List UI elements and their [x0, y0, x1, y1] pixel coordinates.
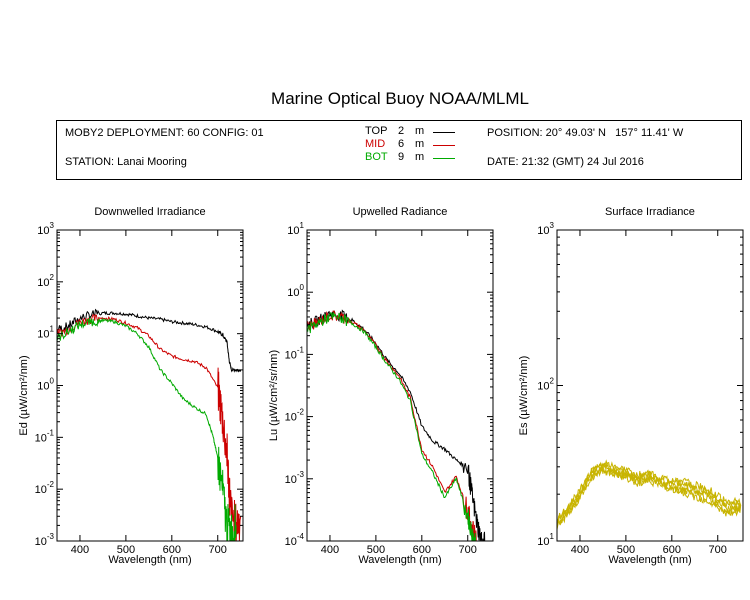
- y-tick-label: 10-2: [35, 480, 55, 496]
- y-tick-label: 10-1: [285, 345, 305, 361]
- series-line-mid: [57, 314, 242, 541]
- y-tick-label: 10-1: [35, 428, 55, 444]
- x-tick-label: 500: [117, 544, 135, 556]
- legend-top-depth: 2: [398, 125, 405, 137]
- x-axis-label: Wavelength (nm): [108, 554, 191, 566]
- chart-surface: Surface Irradiance 400 500 600 700 Wavelength…: [518, 206, 744, 566]
- x-tick-label: 400: [321, 544, 339, 556]
- series-line-bot: [307, 311, 477, 541]
- x-tick-label: 500: [367, 544, 385, 556]
- y-tick-label: 100: [287, 283, 304, 299]
- y-tick-label: 10-3: [285, 470, 305, 486]
- series-line-es-5: [557, 459, 742, 523]
- chart-upwelled: Upwelled Radiance 400 500 600 700 Wavelength …: [268, 206, 494, 566]
- y-tick-label: 101: [37, 325, 54, 341]
- series-line-top: [57, 308, 242, 373]
- y-axis-label: Ed (µW/cm²/nm): [18, 355, 30, 435]
- legend-bot-label: BOT: [365, 151, 388, 163]
- info-box: MOBY2 DEPLOYMENT: 60 CONFIG: 01 STATION:…: [56, 120, 742, 180]
- legend-top-line: [433, 132, 455, 133]
- y-tick-label: 102: [37, 273, 54, 289]
- chart-title: Surface Irradiance: [605, 206, 695, 218]
- series-line-mid: [307, 310, 477, 541]
- plot-frame: [56, 229, 244, 542]
- y-tick-label: 103: [37, 221, 54, 237]
- legend-bot-line: [433, 158, 455, 159]
- x-tick-label: 400: [571, 544, 589, 556]
- station-text: STATION: Lanai Mooring: [65, 156, 187, 168]
- legend-bot-depth: 9: [398, 151, 405, 163]
- y-tick-label: 10-2: [285, 408, 305, 424]
- legend-mid-line: [433, 145, 455, 146]
- x-tick-label: 600: [163, 544, 181, 556]
- x-tick-label: 600: [663, 544, 681, 556]
- y-tick-label: 101: [287, 221, 304, 237]
- position-text: POSITION: 20° 49.03' N 157° 11.41' W: [487, 127, 684, 139]
- series-group: [57, 308, 242, 541]
- date-text: DATE: 21:32 (GMT) 24 Jul 2016: [487, 156, 644, 168]
- x-tick-label: 500: [617, 544, 635, 556]
- x-tick-label: 400: [71, 544, 89, 556]
- chart-title: Downwelled Irradiance: [94, 206, 205, 218]
- chart-downwelled: Downwelled Irradiance 400 500 600 700 Wavelen…: [18, 206, 244, 566]
- x-tick-label: 700: [709, 544, 727, 556]
- series-line-top: [307, 309, 487, 541]
- y-tick-label: 101: [537, 532, 554, 548]
- chart-title: Upwelled Radiance: [353, 206, 448, 218]
- x-tick-label: 700: [209, 544, 227, 556]
- legend-mid-depth: 6: [398, 138, 405, 150]
- x-axis-label: Wavelength (nm): [358, 554, 441, 566]
- y-tick-label: 100: [37, 377, 54, 393]
- deployment-text: MOBY2 DEPLOYMENT: 60 CONFIG: 01: [65, 127, 264, 139]
- plot-frame: [306, 229, 494, 542]
- x-tick-label: 700: [459, 544, 477, 556]
- series-group: [557, 459, 742, 530]
- legend-top-label: TOP: [365, 125, 388, 137]
- y-tick-label: 10-4: [285, 532, 305, 548]
- series-line-bot: [57, 317, 237, 541]
- figure-title: Marine Optical Buoy NOAA/MLML: [271, 89, 529, 108]
- y-tick-label: 10-3: [35, 532, 55, 548]
- y-tick-label: 102: [537, 377, 554, 393]
- legend-mid-label: MID: [365, 138, 386, 150]
- legend-mid-unit: m: [415, 138, 425, 150]
- legend-top-unit: m: [415, 125, 425, 137]
- y-axis-label: Es (µW/cm²/nm): [518, 356, 530, 436]
- y-axis-label: Lu (µW/cm²/sr/nm): [268, 350, 280, 441]
- series-group: [307, 309, 487, 541]
- legend-bot-unit: m: [415, 151, 425, 163]
- x-tick-label: 600: [413, 544, 431, 556]
- y-tick-label: 103: [537, 221, 554, 237]
- x-axis-label: Wavelength (nm): [608, 554, 691, 566]
